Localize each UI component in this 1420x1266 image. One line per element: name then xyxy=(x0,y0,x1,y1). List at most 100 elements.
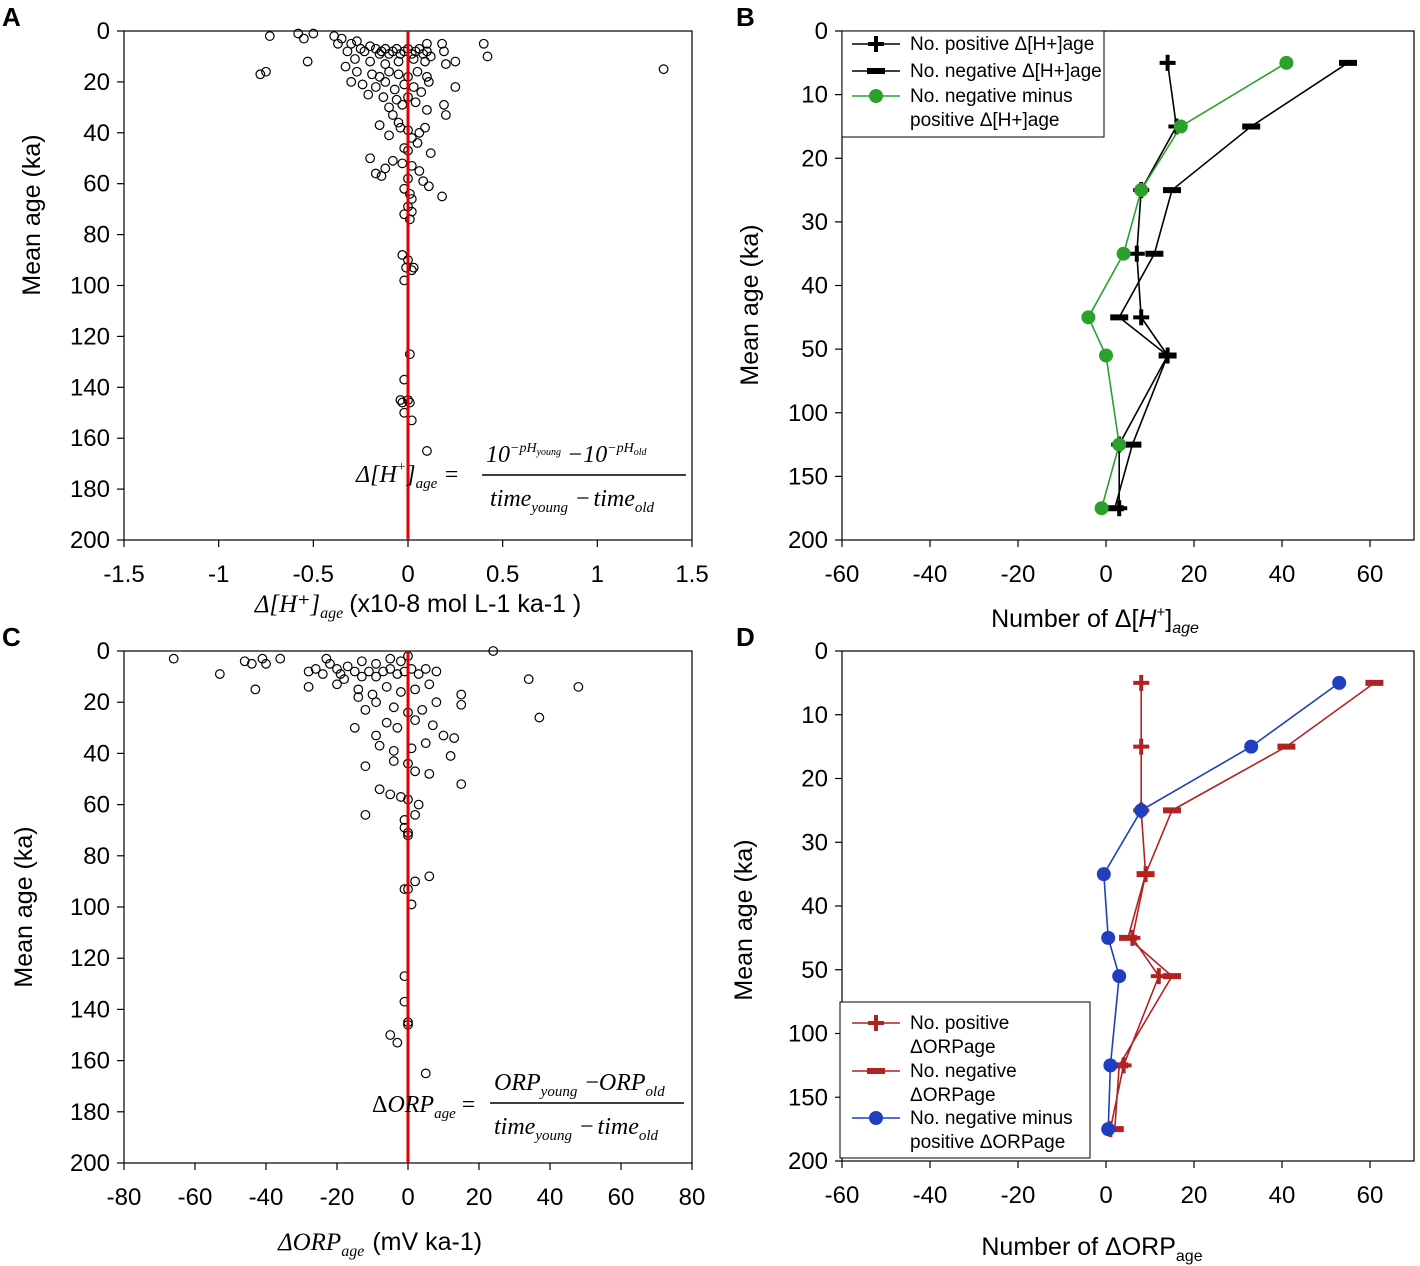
scatter-point xyxy=(396,687,406,697)
scatter-point xyxy=(420,1068,431,1079)
scatter-point xyxy=(410,809,421,820)
scatter-point xyxy=(349,666,360,677)
series-line xyxy=(1118,62,1178,509)
scatter-point xyxy=(413,799,424,810)
panel-b-ytick-label: 20 xyxy=(801,145,828,172)
panel-letter-a: A xyxy=(2,2,21,32)
panel-c-xtick-label: 60 xyxy=(608,1184,635,1211)
panel-c-xtick-label: 20 xyxy=(466,1184,493,1211)
scatter-point xyxy=(431,697,442,708)
scatter-point xyxy=(437,191,447,202)
scatter-point xyxy=(388,702,399,713)
legend-d-label-difference-1: No. negative minus xyxy=(910,1108,1073,1129)
y-ticks-c: 0 20 40 60 80 100 120 140 160 180 200 xyxy=(70,638,124,1177)
scatter-point xyxy=(363,89,374,100)
panel-a-ytick-label: 0 xyxy=(97,18,110,45)
scatter-point xyxy=(384,130,394,141)
scatter-point xyxy=(374,784,385,795)
scatter-point xyxy=(333,38,343,49)
scatter-point xyxy=(384,66,394,77)
scatter-point xyxy=(393,69,404,80)
panel-a-ytick-label: 40 xyxy=(83,120,110,147)
scatter-point xyxy=(424,768,435,779)
x-axis-label-a-symbol: Δ[H⁺] xyxy=(254,591,320,618)
scatter-point xyxy=(357,79,368,90)
scatter-point xyxy=(420,738,431,749)
scatter-point xyxy=(410,876,421,887)
scatter-point xyxy=(321,653,332,664)
scatter-point xyxy=(389,84,400,95)
scatter-point xyxy=(404,188,415,199)
scatter-point xyxy=(359,46,370,57)
legend-d: No. positive ΔORPage No. negative ΔORPag… xyxy=(839,1001,1091,1159)
panel-c-ytick-label: 0 xyxy=(97,638,110,665)
legend-d-symbol-positive xyxy=(852,1015,900,1031)
x-axis-label-b-h: H xyxy=(1138,605,1157,633)
scatter-point xyxy=(437,38,447,49)
panel-c-ytick-label: 160 xyxy=(70,1048,110,1075)
circle-marker xyxy=(1279,55,1294,70)
scatter-point xyxy=(385,664,396,674)
scatter-point xyxy=(440,59,451,69)
scatter-point xyxy=(423,181,434,192)
scatter-point xyxy=(303,666,314,677)
scatter-point xyxy=(385,653,396,664)
scatter-point xyxy=(449,733,460,743)
panel-b-xtick-label: -40 xyxy=(913,561,948,588)
scatter-point xyxy=(302,56,313,67)
scatter-point xyxy=(422,446,432,456)
scatter-point xyxy=(392,722,403,733)
panel-c-xtick-label: -20 xyxy=(320,1184,355,1211)
x-ticks-a: -1.5 -1 -0.5 0 0.5 1 1.5 xyxy=(103,540,709,588)
panel-b-ytick-label: 200 xyxy=(788,527,828,554)
circle-marker xyxy=(869,1111,883,1125)
scatter-point xyxy=(412,66,423,77)
scatter-point xyxy=(488,646,499,656)
scatter-point xyxy=(378,666,389,677)
series-dash xyxy=(1105,59,1357,512)
panel-c-xtick-label: 0 xyxy=(401,1184,414,1211)
scatter-point xyxy=(392,1037,403,1048)
scatter-point xyxy=(573,681,584,692)
scatter-point xyxy=(388,756,399,766)
scatter-point xyxy=(413,669,424,679)
scatter-point xyxy=(420,664,431,674)
scatter-point xyxy=(404,214,415,225)
panel-a-ytick-label: 100 xyxy=(70,273,110,300)
scatter-point xyxy=(293,28,304,39)
scatter-point xyxy=(397,99,408,110)
panel-a-xtick-label: 1.5 xyxy=(675,561,708,588)
panel-c-ytick-label: 80 xyxy=(83,843,110,870)
scatter-point xyxy=(351,36,362,47)
scatter-point xyxy=(385,1030,396,1040)
circle-marker xyxy=(1094,501,1109,516)
scatter-point xyxy=(349,722,360,733)
scatter-point xyxy=(374,740,385,751)
series-b xyxy=(1081,54,1357,517)
y-axis-label-c: Mean age (ka) xyxy=(10,826,38,987)
panel-letter-c: C xyxy=(2,622,21,652)
panel-d-ytick-label: 40 xyxy=(801,893,828,920)
scatter-point xyxy=(335,669,346,679)
x-axis-label-c: ΔORPage (mV ka-1) xyxy=(277,1228,482,1260)
scatter-point xyxy=(410,715,421,726)
scatter-point xyxy=(410,766,421,777)
formula-c-denominator: timeyoung − timeold xyxy=(494,1114,659,1144)
panel-c-xtick-label: -40 xyxy=(249,1184,284,1211)
panel-b-ytick-label: 100 xyxy=(788,400,828,427)
scatter-point xyxy=(396,792,406,802)
panel-c-xtick-label: -60 xyxy=(178,1184,213,1211)
scatter-point xyxy=(261,66,271,77)
panel-b-xtick-label: 40 xyxy=(1269,561,1296,588)
scatter-point xyxy=(239,656,250,667)
scatter-point xyxy=(356,656,367,667)
scatter-point xyxy=(350,54,360,64)
panel-d-xtick-label: -60 xyxy=(825,1182,860,1209)
panel-d-xtick-label: -40 xyxy=(913,1182,948,1209)
panel-a-ytick-label: 160 xyxy=(70,425,110,452)
circle-marker xyxy=(1116,246,1131,261)
scatter-point xyxy=(310,664,321,674)
x-axis-label-d: Number of ΔORPage xyxy=(981,1233,1202,1265)
